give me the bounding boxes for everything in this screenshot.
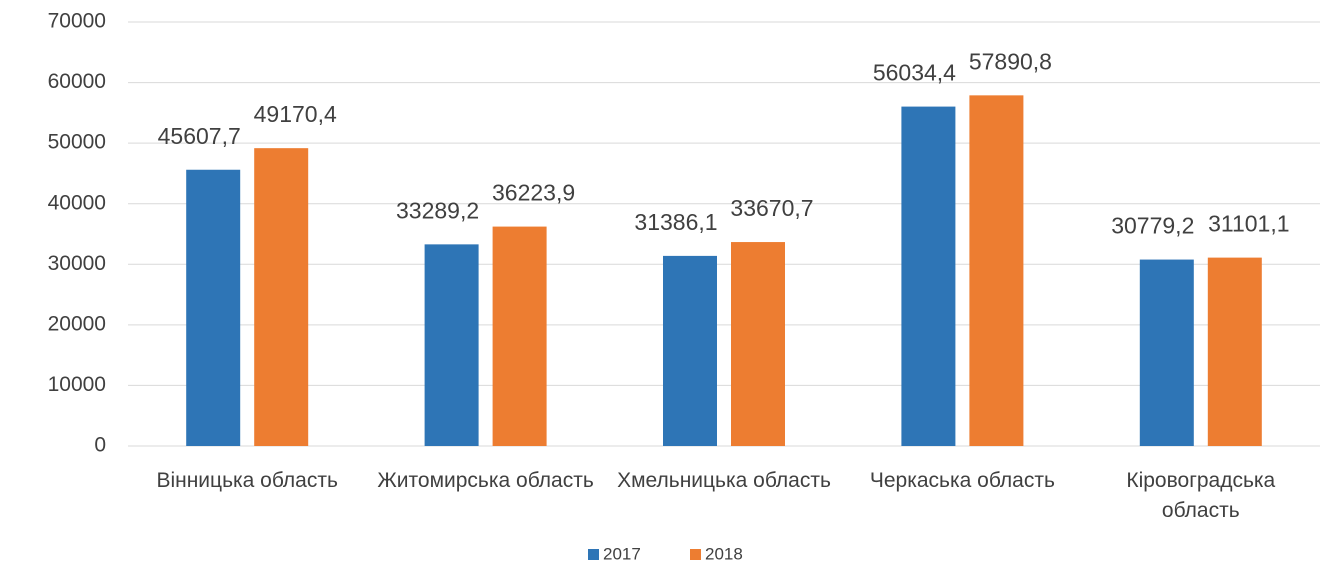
data-label: 56034,4: [873, 60, 956, 86]
bar: [424, 244, 479, 446]
y-tick-label: 20000: [48, 312, 106, 335]
y-tick-label: 50000: [48, 131, 106, 154]
data-label: 30779,2: [1111, 213, 1194, 239]
x-tick-label: Черкаська область: [869, 469, 1055, 492]
x-tick-label: Житомирська область: [377, 469, 594, 492]
bar: [1207, 257, 1262, 446]
data-label: 49170,4: [254, 101, 337, 127]
x-tick-label: Вінницька область: [156, 469, 338, 492]
bar: [254, 148, 309, 447]
data-label: 33670,7: [730, 195, 813, 221]
y-tick-label: 60000: [48, 70, 106, 93]
bar: [969, 95, 1024, 446]
x-tick-label: Кіровоградська область: [1126, 469, 1276, 522]
y-tick-label: 10000: [48, 373, 106, 396]
data-label: 36223,9: [492, 180, 575, 206]
data-label: 33289,2: [396, 197, 479, 223]
x-tick-label: Хмельницька область: [617, 469, 831, 492]
bar: [186, 169, 241, 446]
data-label: 31101,1: [1208, 211, 1289, 237]
bar: [901, 106, 956, 446]
legend-label: 2018: [705, 544, 743, 563]
legend-label: 2017: [603, 544, 641, 563]
y-tick-label: 30000: [48, 252, 106, 275]
y-tick-label: 0: [94, 434, 106, 457]
y-tick-label: 40000: [48, 191, 106, 214]
legend-swatch: [588, 549, 599, 560]
legend-swatch: [690, 549, 701, 560]
bar: [731, 242, 785, 446]
data-label: 31386,1: [634, 209, 717, 235]
data-label: 57890,8: [969, 48, 1052, 74]
bar: [1139, 259, 1194, 446]
y-tick-label: 70000: [48, 10, 106, 33]
bar: [663, 255, 717, 446]
data-label: 45607,7: [158, 123, 241, 149]
bar: [492, 226, 547, 446]
